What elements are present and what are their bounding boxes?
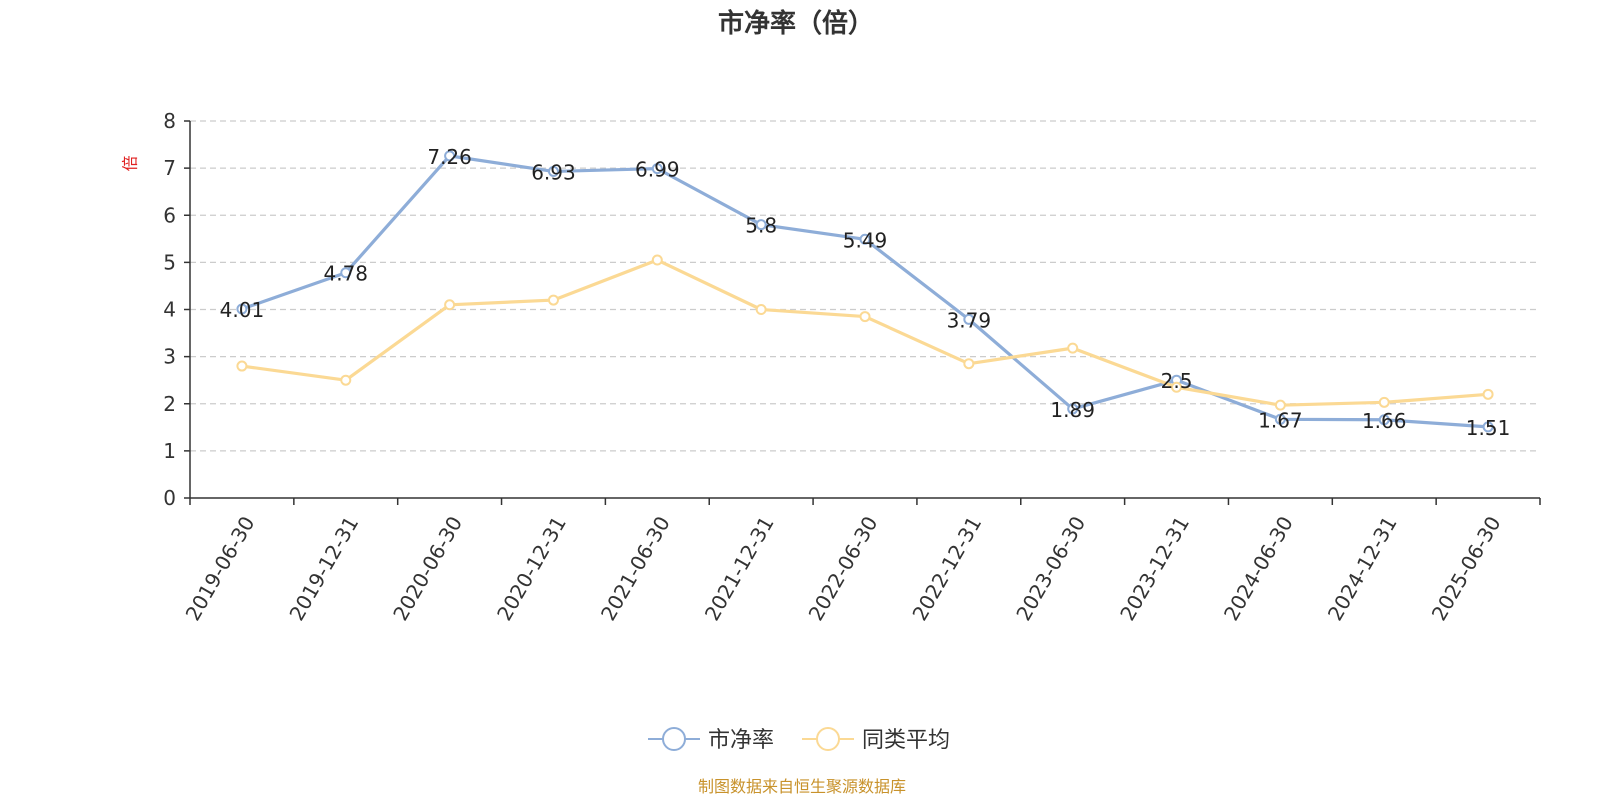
series-2-point	[859, 311, 871, 323]
x-tick-label: 2024-12-31	[1323, 512, 1402, 625]
x-tick-label: 2020-12-31	[492, 512, 571, 625]
y-tick-label: 1	[163, 439, 176, 463]
y-tick-label: 8	[163, 109, 176, 133]
y-tick-label: 0	[163, 486, 176, 510]
series-2-line	[241, 258, 1489, 407]
y-tick-label: 2	[163, 392, 176, 416]
series-2-point	[651, 254, 663, 266]
grid-lines	[190, 120, 1540, 452]
series-1-point	[444, 150, 456, 162]
legend-series-1-label: 市净率	[708, 728, 774, 753]
series-1-point	[1067, 403, 1079, 415]
x-tick-label: 2020-06-30	[388, 512, 467, 625]
series-1-point	[1274, 413, 1286, 425]
series-2-point	[1171, 381, 1183, 393]
series-2-point	[755, 304, 767, 315]
data-label: 1.51	[1466, 416, 1511, 440]
series-1-point	[755, 219, 767, 231]
y-tick-label: 5	[163, 250, 176, 274]
series-1-point	[859, 233, 871, 245]
legend-series-2-marker	[816, 727, 840, 751]
legend: 市净率 同类平均	[648, 727, 950, 753]
x-tick-label: 2019-06-30	[181, 512, 260, 625]
data-label: 5.49	[843, 228, 888, 252]
data-label: 7.26	[427, 145, 472, 169]
series-2-point	[1274, 399, 1286, 411]
series-2-point	[547, 294, 559, 306]
data-label: 6.93	[531, 160, 576, 184]
x-tick-label: 2021-06-30	[596, 512, 675, 625]
series-1-point	[236, 303, 248, 315]
series-1-point	[340, 267, 352, 279]
series-1-point	[651, 163, 663, 175]
data-label: 4.01	[220, 298, 265, 322]
series-2-point	[236, 360, 248, 372]
series-1-line	[241, 154, 1489, 429]
series-1-point	[1378, 414, 1390, 426]
data-label: 6.99	[635, 158, 680, 182]
legend-item-series-2[interactable]: 同类平均	[802, 727, 950, 753]
series-1-point	[1482, 421, 1494, 433]
series-2-point	[963, 358, 975, 370]
x-tick-label: 2022-06-30	[804, 512, 883, 625]
legend-series-2-label: 同类平均	[862, 728, 950, 753]
x-tick-label: 2019-12-31	[284, 512, 363, 625]
y-tick-label: 6	[163, 203, 176, 227]
data-label: 1.67	[1258, 408, 1303, 432]
series-2-point	[1067, 342, 1079, 354]
chart-title: 市净率（倍）	[718, 8, 874, 39]
data-label: 1.89	[1050, 398, 1095, 422]
x-tick-label: 2022-12-31	[907, 512, 986, 625]
data-label: 2.5	[1161, 369, 1193, 393]
data-label: 1.66	[1362, 409, 1407, 433]
series-1-point	[547, 165, 559, 177]
series-2-point	[444, 299, 456, 311]
series-layer	[236, 150, 1494, 433]
data-labels: 4.01 4.78 7.26 6.93 6.99 5.8 5.49 3.79 1.89 2.5 1.…	[220, 145, 1511, 440]
data-source-note: 制图数据来自恒生聚源数据库	[698, 777, 906, 796]
x-tick-label: 2024-06-30	[1219, 512, 1298, 625]
x-tick-label: 2021-12-31	[700, 512, 779, 625]
data-label: 4.78	[324, 262, 369, 286]
data-label: 3.79	[947, 308, 992, 332]
x-tick-label: 2023-06-30	[1011, 512, 1090, 625]
y-tick-label: 7	[163, 156, 176, 180]
x-tick-label: 2023-12-31	[1115, 512, 1194, 625]
y-tick-label: 4	[163, 298, 176, 322]
y-tick-label: 3	[163, 345, 176, 369]
legend-series-1-marker	[662, 727, 686, 751]
y-axis-unit-label: 倍	[121, 155, 140, 171]
x-tick-label: 2025-06-30	[1427, 512, 1506, 625]
legend-item-series-1[interactable]: 市净率	[648, 727, 774, 753]
data-label: 5.8	[745, 214, 777, 238]
series-2-point	[1378, 396, 1390, 408]
axes: 0 1 2 3 4 5 6 7 8 2019-06-30 2019-12-31 2020-06-30 2…	[163, 109, 1541, 625]
series-2-point	[340, 374, 352, 386]
series-2-point	[1482, 388, 1494, 400]
series-1-point	[963, 313, 975, 325]
